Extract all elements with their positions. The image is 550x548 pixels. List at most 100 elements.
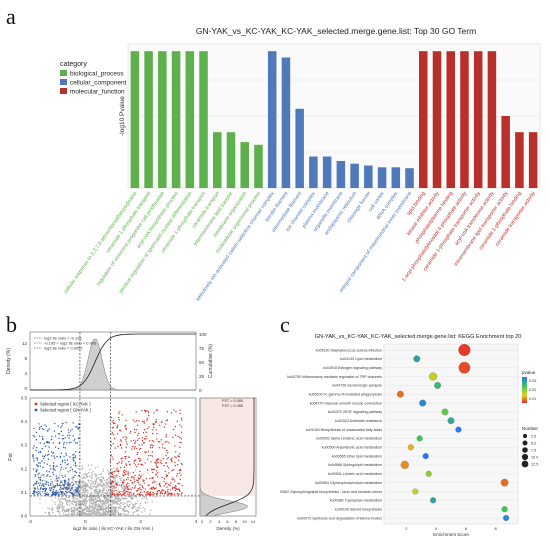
chart-b-point [166, 449, 168, 452]
chart-b-point [55, 489, 57, 492]
chart-b-point [39, 465, 42, 467]
chart-b-point [118, 503, 121, 505]
chart-b-point [158, 447, 160, 449]
chart-b-point [92, 483, 95, 485]
chart-b-point [55, 475, 58, 477]
chart-b-point [120, 507, 122, 509]
chart-b-point [123, 506, 126, 508]
chart-b-point [179, 409, 181, 411]
chart-b-point [135, 490, 137, 492]
chart-b-point [76, 465, 78, 467]
chart-b-point [52, 485, 55, 487]
chart-b-point [133, 462, 135, 465]
chart-b-point [137, 489, 139, 492]
chart-b-point [84, 512, 87, 514]
chart-b-point [159, 424, 161, 426]
chart-b-point [69, 502, 71, 504]
chart-b-point [36, 486, 39, 488]
chart-b-point [39, 479, 42, 481]
chart-b-point [111, 456, 113, 458]
chart-b-point [142, 494, 144, 496]
chart-b-point [86, 507, 88, 509]
chart-a-bar [460, 51, 469, 189]
panel-letter-b: b [6, 312, 17, 337]
panel-letter-c: c [280, 312, 290, 337]
chart-b-point [56, 491, 58, 494]
chart-b-point [50, 484, 52, 486]
chart-b-point [125, 487, 127, 489]
chart-b-point [47, 493, 49, 495]
chart-b-point [94, 491, 96, 493]
chart-b-point [93, 508, 96, 510]
chart-b-point [99, 497, 101, 500]
chart-b-point [163, 426, 166, 428]
chart-b-point [165, 434, 167, 436]
chart-b-point [80, 477, 83, 479]
chart-b-point [171, 488, 174, 490]
chart-b-point [72, 485, 74, 487]
chart-b-point [130, 497, 132, 499]
chart-b-top-tick: 12 [22, 341, 28, 346]
chart-b-point [49, 514, 51, 517]
chart-b-point [100, 476, 103, 478]
chart-b-point [66, 504, 69, 506]
chart-b-point [106, 489, 108, 491]
chart-b-point [112, 419, 115, 422]
chart-b-point [85, 509, 88, 511]
chart-b-point [34, 482, 36, 485]
chart-b-point [36, 459, 39, 461]
chart-b-point [123, 481, 125, 484]
chart-b-point [48, 428, 50, 430]
chart-b-point [145, 435, 147, 437]
chart-b-point [102, 506, 105, 508]
chart-b-point [110, 507, 112, 509]
chart-b-point [82, 480, 84, 482]
chart-b-point [44, 424, 46, 426]
chart-b-point [50, 455, 53, 457]
chart-b-point [157, 441, 160, 443]
chart-b-point [134, 502, 137, 504]
chart-b-point [120, 458, 122, 460]
chart-b-point [106, 484, 108, 486]
chart-b-point [37, 490, 39, 493]
chart-b-point [133, 478, 135, 480]
chart-b-point [121, 507, 123, 509]
chart-b-point [96, 505, 99, 508]
chart-b-point [139, 491, 142, 494]
chart-b-point [144, 410, 147, 413]
chart-b-point [126, 493, 129, 495]
chart-b-point [58, 512, 61, 514]
chart-b-point [84, 503, 86, 505]
chart-c-size-swatch [521, 453, 529, 461]
chart-b-point [147, 450, 150, 453]
chart-b-point [143, 474, 145, 476]
chart-c-size-swatch [522, 440, 528, 446]
chart-b-point [71, 491, 73, 493]
chart-b-point [59, 471, 61, 473]
chart-b-point [102, 478, 105, 480]
chart-b-point [99, 484, 102, 486]
chart-b-point [58, 507, 60, 510]
chart-a-bar [322, 156, 332, 188]
chart-b-point [53, 464, 55, 467]
chart-b-point [90, 497, 93, 499]
chart-b-point [95, 488, 97, 490]
chart-b-point [104, 501, 106, 504]
chart-b-point [42, 476, 45, 478]
chart-b-point [42, 484, 44, 486]
chart-b-point [38, 451, 40, 454]
chart-b-point [80, 492, 82, 494]
chart-b-point [125, 470, 127, 472]
chart-b-point [67, 482, 69, 484]
chart-b-point [133, 507, 135, 509]
chart-b-point [180, 419, 183, 421]
chart-b-point [69, 508, 71, 511]
chart-b-point [174, 485, 177, 487]
chart-b-point [127, 477, 129, 479]
chart-b-point [73, 498, 75, 501]
chart-b-point [181, 426, 183, 428]
chart-b-point [178, 493, 180, 496]
chart-b-point [44, 483, 46, 485]
chart-b-point [159, 482, 161, 485]
chart-b-point [42, 437, 44, 440]
